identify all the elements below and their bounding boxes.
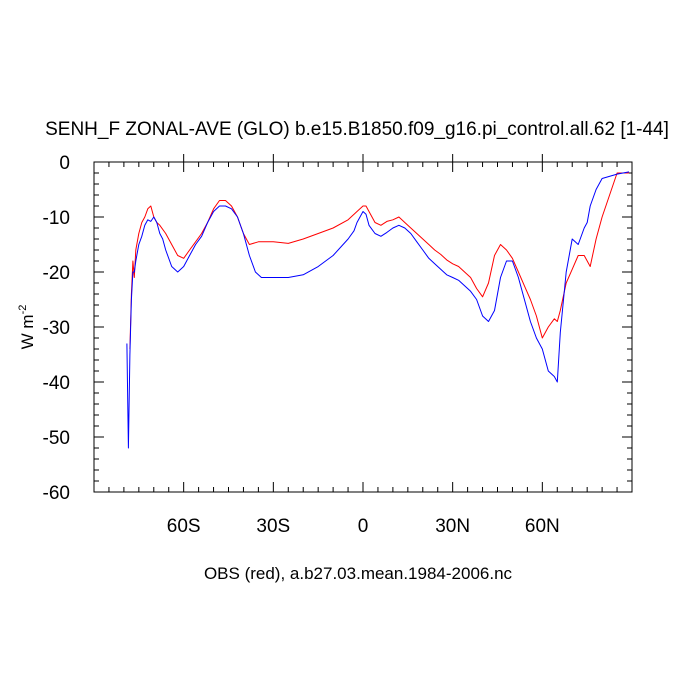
x-tick-label: 60N — [525, 516, 560, 537]
y-tick-label: -40 — [43, 373, 70, 394]
y-axis-title-main: W m — [18, 314, 37, 349]
y-axis-title-superscript: -2 — [17, 305, 29, 315]
plot-area: 0 -10 -20 -30 -40 -50 -60 60S 30S 0 30N 60N — [43, 153, 633, 537]
y-tick-label: -10 — [43, 208, 70, 229]
series-line-red — [129, 172, 629, 350]
x-tick-label: 60S — [167, 516, 201, 537]
x-tick-label: 30S — [256, 516, 290, 537]
y-tick-label: -20 — [43, 263, 70, 284]
chart-title: SENH_F ZONAL-AVE (GLO) b.e15.B1850.f09_g… — [45, 119, 669, 140]
x-tick-label: 30N — [435, 516, 470, 537]
x-tick-label: 0 — [358, 516, 369, 537]
y-tick-label: -60 — [43, 483, 70, 504]
series-line-blue — [126, 171, 630, 449]
y-tick-label: 0 — [59, 153, 70, 174]
y-tick-label: -50 — [43, 428, 70, 449]
y-axis-title: W m-2 — [17, 305, 37, 350]
chart-caption: OBS (red), a.b27.03.mean.1984-2006.nc — [204, 564, 513, 583]
y-tick-label: -30 — [43, 318, 70, 339]
